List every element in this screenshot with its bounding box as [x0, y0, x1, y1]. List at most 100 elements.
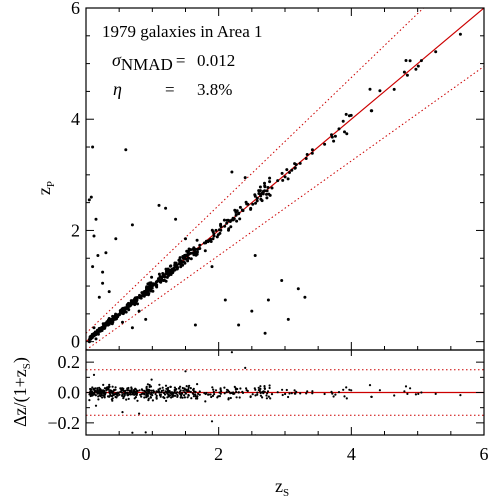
residual-point — [239, 387, 242, 390]
residual-point — [150, 391, 153, 394]
residual-point — [189, 387, 192, 390]
residual-point — [149, 396, 152, 399]
galaxy-point — [128, 302, 132, 306]
galaxy-point — [249, 206, 253, 210]
residual-point — [330, 390, 333, 393]
residual-point — [111, 385, 114, 388]
residual-point — [162, 396, 165, 399]
residual-point — [251, 437, 253, 439]
galaxy-point — [241, 209, 245, 213]
galaxy-point — [218, 228, 221, 232]
outlier-point — [97, 295, 101, 299]
residual-point — [235, 396, 238, 399]
galaxy-point — [198, 247, 202, 250]
galaxy-point — [237, 212, 241, 216]
annotation-eta-symbol: η — [113, 79, 122, 99]
galaxy-point — [268, 180, 272, 184]
residual-point — [121, 411, 124, 414]
galaxy-point — [283, 175, 287, 179]
galaxy-point — [145, 288, 149, 291]
residual-point — [306, 390, 309, 393]
outlier-point — [121, 320, 124, 324]
galaxy-point — [235, 219, 239, 223]
residual-point — [186, 396, 189, 399]
outlier-point — [286, 317, 290, 321]
galaxy-point — [218, 231, 222, 235]
residual-point — [192, 395, 195, 398]
residual-point — [403, 390, 406, 393]
galaxy-point — [368, 87, 372, 91]
galaxy-point — [171, 267, 175, 271]
residual-point — [184, 370, 187, 373]
outlier-point — [130, 223, 134, 227]
residual-point — [114, 395, 117, 399]
residual-point — [146, 394, 149, 398]
residual-point — [110, 389, 113, 392]
galaxy-point — [238, 217, 242, 221]
residual-point — [138, 412, 141, 415]
main-ylabel: zP — [34, 181, 57, 195]
residual-point — [166, 396, 169, 399]
galaxy-point — [125, 303, 129, 307]
galaxy-point — [369, 109, 373, 113]
galaxy-point — [96, 331, 100, 335]
galaxy-point — [234, 211, 238, 214]
residual-point — [256, 393, 259, 396]
residual-point — [323, 392, 326, 396]
residual-point — [293, 389, 296, 392]
residual-point — [124, 389, 127, 392]
residual-point — [169, 392, 172, 395]
galaxy-point — [253, 193, 257, 197]
residual-point — [134, 390, 138, 393]
residual-point — [266, 390, 270, 393]
residual-point — [173, 386, 176, 389]
residual-point — [378, 389, 381, 392]
residual-point — [288, 392, 291, 395]
residual-point — [93, 389, 96, 392]
residual-point — [163, 393, 167, 396]
galaxy-point — [181, 256, 185, 260]
residual-point — [159, 395, 162, 398]
galaxy-point — [419, 59, 423, 63]
outlier-point — [89, 195, 93, 199]
galaxy-point — [304, 157, 308, 160]
galaxy-point — [158, 275, 162, 278]
residual-point — [345, 397, 348, 400]
galaxy-point — [258, 189, 262, 193]
residual-point — [238, 396, 241, 399]
galaxy-point — [290, 168, 294, 172]
residual-point — [147, 399, 150, 402]
residual-point — [342, 388, 345, 391]
galaxy-point — [97, 329, 101, 332]
residual-point — [175, 346, 177, 348]
galaxy-point — [349, 113, 353, 117]
residual-point — [217, 395, 220, 398]
outlier-point — [137, 309, 141, 313]
galaxy-point — [171, 269, 175, 273]
residual-point — [284, 392, 287, 396]
residual-point — [183, 388, 187, 391]
residual-point — [164, 384, 168, 387]
residual-point — [414, 393, 417, 396]
galaxy-point — [209, 237, 213, 241]
residual-point — [108, 346, 110, 348]
galaxy-point — [263, 184, 267, 188]
outlier-point — [114, 237, 118, 241]
residual-point — [188, 384, 191, 387]
outlier-point — [164, 206, 168, 210]
residual-point — [126, 391, 129, 394]
residual-point — [125, 346, 127, 348]
residual-point — [233, 392, 236, 395]
residual-point — [267, 395, 270, 398]
residual-point — [173, 388, 176, 392]
main-ytick-label: 6 — [71, 0, 80, 18]
residual-point — [348, 388, 351, 391]
residual-point — [96, 388, 99, 391]
residual-point — [198, 393, 201, 396]
residual-point — [112, 390, 115, 393]
galaxy-point — [142, 292, 146, 296]
residual-point — [95, 391, 98, 394]
main-panel: 0 2 4 6 zP — [34, 0, 485, 352]
galaxy-point — [148, 281, 152, 285]
